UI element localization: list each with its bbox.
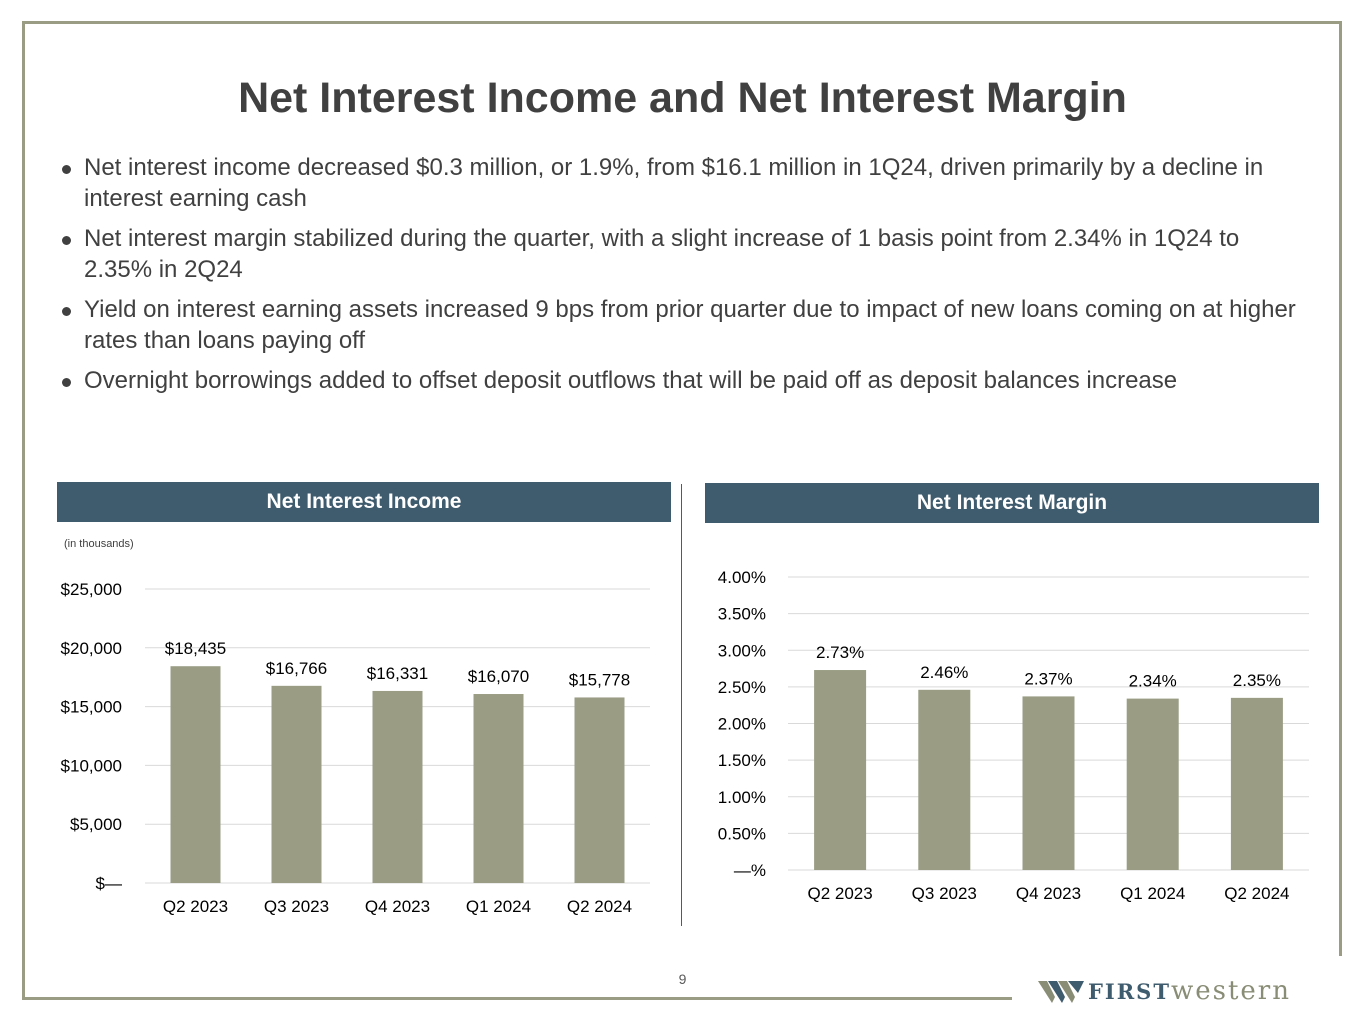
units-note: (in thousands) bbox=[64, 538, 134, 550]
nii-y-tick-label: $25,000 bbox=[61, 580, 122, 599]
nii-x-tick-label: Q4 2023 bbox=[365, 897, 430, 916]
w-chevron-logo-icon bbox=[1038, 981, 1084, 1003]
nim-x-tick-label: Q2 2023 bbox=[807, 884, 872, 903]
nii-bar bbox=[372, 690, 423, 883]
nim-y-tick-label: 3.00% bbox=[718, 641, 766, 660]
nim-x-tick-label: Q4 2023 bbox=[1016, 884, 1081, 903]
logo-western-text: western bbox=[1170, 976, 1291, 1006]
nim-y-tick-label: 2.00% bbox=[718, 715, 766, 734]
slide-frame-bottom-edge bbox=[22, 997, 1012, 1000]
nim-x-tick-label: Q2 2024 bbox=[1224, 884, 1289, 903]
nim-chart-header: Net Interest Margin bbox=[705, 483, 1319, 523]
bullet-item: Overnight borrowings added to offset dep… bbox=[60, 365, 1300, 396]
chart-divider bbox=[681, 484, 682, 926]
nim-y-tick-label: 1.50% bbox=[718, 751, 766, 770]
nii-bar bbox=[473, 694, 524, 883]
bullet-item: Net interest income decreased $0.3 milli… bbox=[60, 152, 1300, 214]
nii-y-tick-label: $5,000 bbox=[70, 815, 122, 834]
nii-bar bbox=[574, 697, 625, 883]
nim-y-tick-label: 2.50% bbox=[718, 678, 766, 697]
nim-data-label: 2.37% bbox=[1024, 669, 1072, 688]
nii-data-label: $18,435 bbox=[165, 639, 226, 658]
slide-frame bbox=[22, 21, 1340, 999]
nii-x-tick-label: Q2 2024 bbox=[567, 897, 632, 916]
nim-bar bbox=[918, 689, 971, 870]
nim-y-tick-label: 4.00% bbox=[718, 568, 766, 587]
nii-y-tick-label: $10,000 bbox=[61, 756, 122, 775]
nim-y-tick-label: 1.00% bbox=[718, 788, 766, 807]
nii-x-tick-label: Q1 2024 bbox=[466, 897, 531, 916]
nii-y-tick-label: $20,000 bbox=[61, 639, 122, 658]
nim-x-tick-label: Q1 2024 bbox=[1120, 884, 1185, 903]
nii-x-tick-label: Q3 2023 bbox=[264, 897, 329, 916]
nim-bar bbox=[814, 670, 867, 870]
bullet-item: Yield on interest earning assets increas… bbox=[60, 294, 1300, 356]
nim-y-tick-label: 3.50% bbox=[718, 605, 766, 624]
slide-title: Net Interest Income and Net Interest Mar… bbox=[238, 74, 1127, 122]
nii-y-tick-label: $— bbox=[96, 874, 122, 893]
nii-chart-header: Net Interest Income bbox=[57, 482, 671, 522]
nii-data-label: $16,331 bbox=[367, 664, 428, 683]
nii-data-label: $15,778 bbox=[569, 670, 630, 689]
page-number: 9 bbox=[678, 971, 687, 987]
nii-data-label: $16,766 bbox=[266, 659, 327, 678]
nim-bar bbox=[1022, 696, 1075, 870]
nii-bar bbox=[271, 685, 322, 883]
nii-x-tick-label: Q2 2023 bbox=[163, 897, 228, 916]
nim-y-tick-label: —% bbox=[734, 861, 766, 880]
nim-bar bbox=[1126, 698, 1179, 870]
nim-x-tick-label: Q3 2023 bbox=[912, 884, 977, 903]
nim-data-label: 2.34% bbox=[1129, 672, 1177, 691]
slide-frame-right-edge bbox=[1339, 21, 1342, 956]
bullet-list: Net interest income decreased $0.3 milli… bbox=[60, 152, 1300, 405]
nii-data-label: $16,070 bbox=[468, 667, 529, 686]
nii-bar bbox=[170, 666, 221, 883]
company-logo: FIRSTwestern bbox=[1036, 976, 1346, 1006]
logo-wordmark: FIRSTwestern bbox=[1088, 976, 1291, 1006]
nii-y-tick-label: $15,000 bbox=[61, 698, 122, 717]
nim-bar bbox=[1230, 697, 1283, 870]
nim-data-label: 2.73% bbox=[816, 643, 864, 662]
nim-data-label: 2.46% bbox=[920, 663, 968, 682]
logo-first-text: FIRST bbox=[1088, 979, 1171, 1004]
nim-data-label: 2.35% bbox=[1233, 671, 1281, 690]
nim-y-tick-label: 0.50% bbox=[718, 824, 766, 843]
bullet-item: Net interest margin stabilized during th… bbox=[60, 223, 1300, 285]
